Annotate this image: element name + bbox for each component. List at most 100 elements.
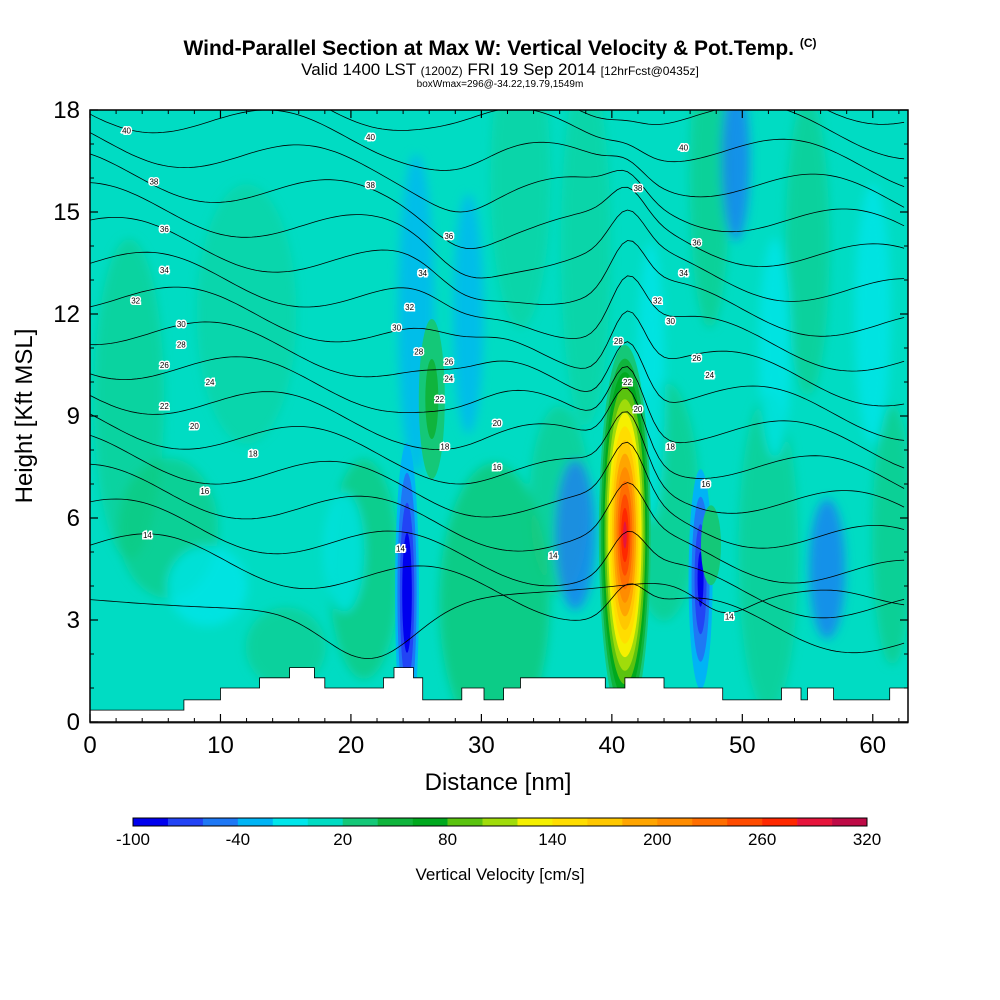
theta-line-4 — [90, 411, 905, 514]
colorbar-tick-label-0: -100 — [116, 830, 150, 849]
contour-label-3: 38 — [149, 177, 158, 186]
contour-label-28: 22 — [435, 395, 444, 404]
contour-label-2: 40 — [679, 143, 688, 152]
y-tick-label-3: 9 — [67, 403, 80, 430]
theta-line-10 — [90, 217, 905, 337]
title-units: (C) — [799, 36, 817, 50]
contour-label-29: 22 — [623, 378, 632, 387]
y-axis-label: Height [Kft MSL] — [11, 329, 38, 504]
theta-line-7 — [90, 321, 905, 441]
contour-label-32: 20 — [633, 405, 642, 414]
contour-label-36: 16 — [200, 487, 209, 496]
contour-labels: 40 40 40 38 38 38 36 36 36 34 34 34 32 32 32 30 30 30 28 28… — [121, 125, 736, 623]
theta-line-17 — [826, 110, 905, 125]
contour-label-14: 32 — [653, 296, 662, 305]
contour-label-7: 36 — [444, 232, 453, 241]
contour-label-41: 14 — [549, 551, 558, 560]
updraft-band-8 — [872, 405, 908, 665]
downdraft-band-6 — [809, 499, 846, 639]
colorbar-swatch-8 — [412, 818, 448, 826]
colorbar-swatch-1 — [167, 818, 204, 826]
chart-title: Wind-Parallel Section at Max W: Vertical… — [0, 36, 1000, 61]
x-tick-label-5: 50 — [729, 732, 756, 759]
x-axis-label: Distance [nm] — [425, 769, 572, 796]
theta-line-0 — [90, 533, 905, 654]
theta-line-3 — [90, 434, 905, 549]
colorbar-label: Vertical Velocity [cm/s] — [415, 865, 584, 884]
contour-label-16: 30 — [392, 324, 401, 333]
downdraft-band-0 — [324, 492, 365, 612]
contour-label-20: 28 — [614, 337, 623, 346]
valid-utc: (1200Z) — [420, 64, 463, 78]
theta-line-20 — [90, 0, 904, 20]
contour-label-40: 14 — [396, 545, 405, 554]
y-tick-label-4: 12 — [53, 301, 80, 328]
downdraft-band-9 — [167, 546, 248, 626]
theta-line-18 — [90, 0, 904, 90]
colorbar-swatch-13 — [587, 818, 623, 826]
contour-label-15: 30 — [177, 320, 186, 329]
colorbar-tick-label-2: 20 — [333, 830, 352, 849]
y-tick-label-6: 18 — [53, 97, 80, 124]
x-tick-label-6: 60 — [859, 732, 886, 759]
colorbar-swatch-2 — [202, 818, 239, 826]
colorbar-swatch-18 — [762, 818, 798, 826]
contour-label-27: 22 — [160, 402, 169, 411]
colorbar-tick-label-5: 200 — [643, 830, 671, 849]
theta-line-11 — [90, 182, 905, 302]
x-tick-label-2: 20 — [338, 732, 365, 759]
updraft-band-13 — [196, 184, 297, 444]
extrema-shading — [395, 319, 722, 722]
terrain — [89, 667, 909, 724]
contour-label-35: 18 — [666, 443, 675, 452]
downdraft-47nm-level-3 — [697, 551, 704, 607]
y-tick-label-0: 0 — [67, 709, 80, 736]
theta-line-8 — [90, 286, 905, 407]
colorbar-swatch-20 — [832, 818, 868, 826]
valid-date: FRI 19 Sep 2014 — [467, 60, 596, 79]
colorbar-swatch-5 — [307, 818, 344, 826]
downdraft-band-3 — [555, 460, 596, 610]
contour-label-38: 16 — [701, 480, 710, 489]
contour-label-42: 14 — [725, 613, 734, 622]
theta-line-5 — [90, 387, 905, 489]
updraft-band-11 — [490, 110, 551, 328]
updraft-band-6 — [738, 392, 799, 712]
contour-label-1: 40 — [366, 133, 375, 142]
downdraft-24nm-level-4 — [404, 562, 410, 623]
box-info: boxWmax=296@-34.22,19.79,1549m — [416, 79, 584, 90]
contour-label-8: 36 — [692, 239, 701, 248]
contour-label-33: 18 — [249, 449, 258, 458]
x-tick-label-3: 30 — [468, 732, 495, 759]
y-tick-label-5: 15 — [53, 199, 80, 226]
contour-label-11: 34 — [679, 269, 688, 278]
theta-line-9 — [90, 251, 905, 372]
colorbar-frame — [132, 817, 868, 827]
contour-label-18: 28 — [177, 341, 186, 350]
colorbar-swatch-17 — [727, 818, 763, 826]
contour-label-13: 32 — [405, 303, 414, 312]
updraft-band-7 — [785, 110, 830, 396]
contour-label-25: 24 — [444, 375, 453, 384]
colorbar-swatch-7 — [377, 818, 413, 826]
x-tick-label-4: 40 — [598, 732, 625, 759]
colorbar-tick-label-4: 140 — [538, 830, 566, 849]
contour-label-26: 24 — [705, 371, 714, 380]
contour-label-6: 36 — [160, 225, 169, 234]
colorbar-swatch-19 — [797, 818, 833, 826]
contour-label-37: 16 — [493, 463, 502, 472]
title-main: Wind-Parallel Section at Max W: Vertical… — [183, 37, 794, 60]
contour-label-12: 32 — [131, 296, 140, 305]
theta-line-1 — [90, 498, 905, 619]
contour-label-21: 26 — [160, 361, 169, 370]
contour-label-39: 14 — [143, 531, 152, 540]
y-tick-label-1: 3 — [67, 607, 80, 634]
colorbar: -100 -40 20 80 140 200 260 320 Vertical Velocity… — [116, 817, 881, 884]
colorbar-tick-label-7: 320 — [853, 830, 881, 849]
colorbar-swatch-14 — [622, 818, 658, 826]
colorbar-tick-label-3: 80 — [438, 830, 457, 849]
theta-line-13 — [90, 132, 905, 233]
colorbar-swatch-10 — [482, 818, 518, 826]
colorbar-swatch-3 — [237, 818, 274, 826]
